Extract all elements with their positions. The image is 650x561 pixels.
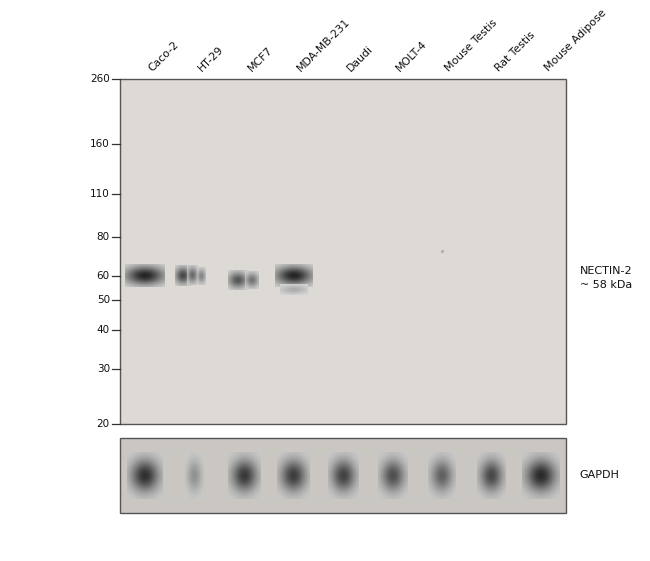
Text: 20: 20	[97, 419, 110, 429]
Text: 80: 80	[97, 232, 110, 242]
Text: Caco-2: Caco-2	[147, 39, 181, 73]
Text: 40: 40	[97, 325, 110, 335]
Text: MCF7: MCF7	[246, 44, 274, 73]
Text: Mouse Adipose: Mouse Adipose	[543, 8, 608, 73]
Text: 50: 50	[97, 295, 110, 305]
Text: HT-29: HT-29	[196, 44, 226, 73]
Text: Mouse Testis: Mouse Testis	[444, 17, 500, 73]
Bar	[120, 438, 566, 513]
Text: NECTIN-2
~ 58 kDa: NECTIN-2 ~ 58 kDa	[580, 266, 632, 289]
Text: MDA-MB-231: MDA-MB-231	[295, 16, 352, 73]
Text: 160: 160	[90, 139, 110, 149]
Text: Daudi: Daudi	[345, 43, 374, 73]
Text: 30: 30	[97, 364, 110, 374]
Text: MOLT-4: MOLT-4	[395, 38, 429, 73]
Text: Rat Testis: Rat Testis	[493, 29, 537, 73]
Text: 260: 260	[90, 73, 110, 84]
Text: 60: 60	[97, 271, 110, 280]
Bar	[120, 79, 566, 424]
Text: 110: 110	[90, 189, 110, 199]
Text: GAPDH: GAPDH	[580, 471, 619, 480]
